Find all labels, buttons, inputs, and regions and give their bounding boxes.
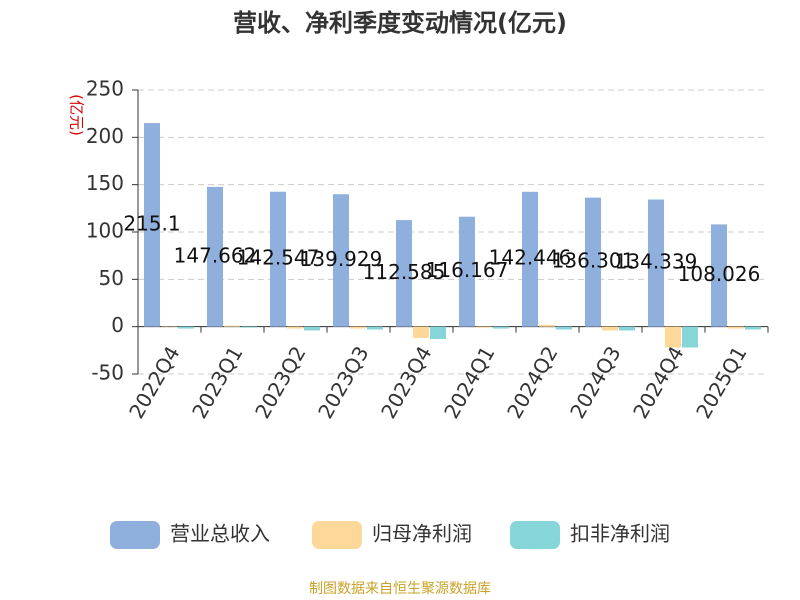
- data-label: 108.026: [678, 262, 761, 286]
- bar: [144, 123, 160, 327]
- legend-label: 归母净利润: [372, 522, 472, 546]
- bar: [207, 186, 223, 327]
- chart-title: 营收、净利季度变动情况(亿元): [233, 9, 567, 37]
- bar: [745, 326, 761, 330]
- bar: [522, 191, 538, 327]
- data-label: 215.1: [123, 211, 180, 235]
- x-tick-label: 2023Q3: [313, 342, 373, 423]
- x-tick-label: 2023Q1: [187, 342, 247, 423]
- legend-label: 营业总收入: [170, 522, 270, 546]
- data-label: 142.547: [237, 246, 320, 270]
- bar: [665, 326, 681, 348]
- data-label: 134.339: [615, 250, 698, 274]
- bar: [728, 326, 744, 329]
- bar: [333, 194, 349, 327]
- y-tick-label: 0: [111, 313, 124, 337]
- bar: [304, 326, 320, 331]
- bar: [396, 220, 412, 327]
- legend-swatch: [110, 521, 160, 549]
- data-label: 139.929: [300, 247, 383, 271]
- x-tick-label: 2024Q1: [439, 342, 499, 423]
- bar: [556, 326, 572, 330]
- bar: [476, 326, 492, 328]
- y-tick-label: 50: [99, 266, 124, 290]
- bar: [178, 326, 194, 329]
- bar: [270, 191, 286, 327]
- bar: [224, 325, 240, 327]
- x-tick-label: 2025Q1: [691, 342, 751, 423]
- y-tick-label: 200: [86, 124, 124, 148]
- legend-label: 扣非净利润: [570, 522, 670, 546]
- y-axis-label: (亿元): [68, 94, 86, 136]
- x-tick-label: 2022Q4: [124, 342, 184, 423]
- legend-item[interactable]: 营业总收入: [110, 521, 270, 549]
- y-tick-label: -50: [91, 361, 124, 385]
- bar: [430, 326, 446, 339]
- data-label: 147.662: [174, 243, 257, 267]
- source-note: 制图数据来自恒生聚源数据库: [309, 581, 491, 597]
- legend-swatch: [510, 521, 560, 549]
- x-tick-label: 2024Q3: [565, 342, 625, 423]
- legend-swatch: [312, 521, 362, 549]
- x-tick-label: 2023Q2: [250, 342, 310, 423]
- bar: [711, 224, 727, 327]
- data-label: 142.446: [489, 246, 572, 270]
- y-tick-label: 150: [86, 171, 124, 195]
- bar: [367, 326, 383, 330]
- x-tick-label: 2024Q2: [502, 342, 562, 423]
- bar: [648, 199, 664, 327]
- bar: [619, 326, 635, 331]
- bar: [539, 324, 555, 327]
- bar: [459, 216, 475, 327]
- legend-item[interactable]: 归母净利润: [312, 521, 472, 549]
- bar: [493, 326, 509, 329]
- bar: [602, 326, 618, 331]
- bar: [585, 197, 601, 327]
- data-label: 136.301: [552, 249, 635, 273]
- bar: [350, 326, 366, 329]
- x-tick-label: 2023Q4: [376, 342, 436, 423]
- bar: [287, 326, 303, 329]
- legend-item[interactable]: 扣非净利润: [510, 521, 670, 549]
- bar: [241, 326, 257, 328]
- x-tick-label: 2024Q4: [628, 342, 688, 423]
- data-label: 116.167: [426, 258, 509, 282]
- bar: [413, 326, 429, 339]
- y-tick-label: 250: [86, 77, 124, 101]
- bar: [682, 326, 698, 348]
- data-label: 112.585: [363, 260, 446, 284]
- y-tick-label: 100: [86, 219, 124, 243]
